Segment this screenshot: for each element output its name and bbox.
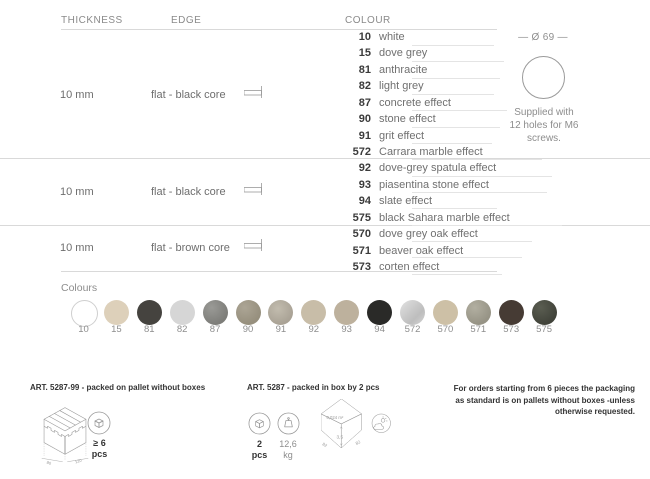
svg-text:3,5: 3,5 [337,434,344,440]
svg-text:82: 82 [322,441,329,448]
svg-text:80: 80 [46,460,53,466]
svg-text:82: 82 [355,439,362,446]
svg-text:0,024 m²: 0,024 m² [327,415,344,420]
